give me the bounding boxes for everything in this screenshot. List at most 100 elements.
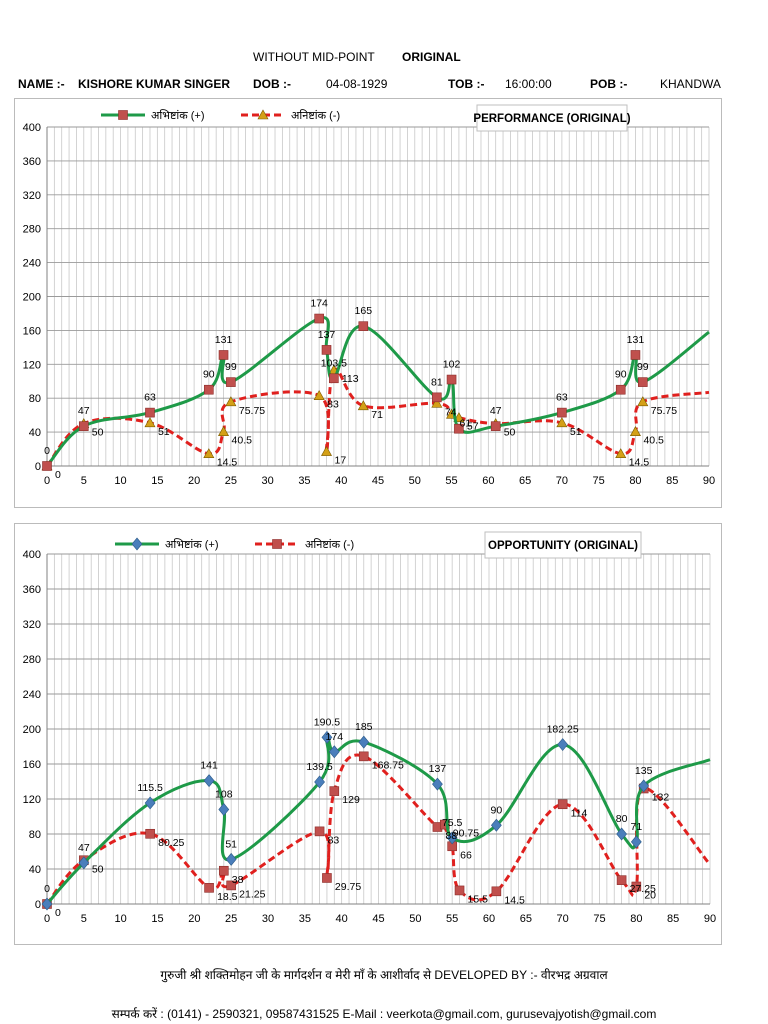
data-label: 131	[627, 334, 645, 346]
x-tick-label: 55	[446, 913, 458, 925]
series-plus-point	[557, 738, 569, 751]
series-plus-point	[358, 321, 369, 331]
y-tick-label: 320	[23, 190, 41, 202]
data-label: 137	[429, 763, 447, 775]
series-plus-point	[328, 745, 340, 759]
series-minus-point	[321, 445, 333, 456]
data-label: 57	[467, 421, 479, 433]
y-tick-label: 280	[23, 654, 41, 666]
data-label: 90	[203, 369, 215, 381]
series-plus-point	[446, 831, 458, 845]
data-label: 141	[200, 760, 218, 772]
variant-label: ORIGINAL	[402, 50, 461, 64]
x-tick-label: 5	[81, 475, 87, 487]
dob-label: DOB :-	[253, 77, 291, 91]
data-label: 51	[225, 838, 237, 850]
data-label: 63	[144, 392, 156, 404]
data-label: 90	[491, 804, 503, 816]
data-label: 75.75	[239, 405, 265, 417]
series-plus-point	[321, 730, 333, 744]
x-tick-label: 45	[372, 475, 384, 487]
series-plus-point	[432, 392, 442, 403]
series-minus-point	[329, 786, 340, 796]
grid	[46, 126, 710, 467]
data-label: 75.5	[442, 817, 463, 829]
series-minus-line	[45, 753, 712, 905]
x-tick-label: 0	[44, 475, 50, 487]
data-label: 71	[630, 821, 642, 833]
x-tick-label: 80	[630, 913, 642, 925]
pob-value: KHANDWA	[660, 77, 721, 91]
data-label: 135	[635, 765, 653, 777]
series-plus-point	[454, 423, 464, 434]
series-plus-point	[144, 796, 156, 810]
y-tick-label: 40	[29, 427, 41, 439]
data-label: 174	[326, 731, 344, 743]
data-label: 50	[92, 863, 104, 875]
series-plus-point	[78, 856, 90, 870]
x-tick-label: 50	[409, 913, 421, 925]
series-plus-point	[490, 421, 501, 431]
data-label: 51	[570, 426, 582, 438]
data-label: 99	[225, 361, 237, 373]
x-tick-label: 90	[703, 475, 715, 487]
series-plus-point	[432, 777, 443, 791]
y-tick-label: 240	[23, 258, 41, 270]
series-minus-point	[615, 448, 627, 459]
series-plus-point	[203, 774, 215, 788]
series-minus-point	[439, 819, 450, 830]
series-plus-point	[630, 350, 641, 360]
data-label: 102	[443, 359, 461, 371]
data-label: 0	[55, 907, 61, 919]
series-minus-point	[204, 883, 214, 893]
series-plus-point	[204, 384, 214, 395]
data-label: 83	[327, 399, 339, 411]
data-label: 90	[615, 369, 627, 381]
data-label: 137	[318, 329, 336, 341]
series-plus-point	[218, 350, 229, 360]
series-minus-point	[431, 397, 443, 408]
y-tick-label: 0	[35, 899, 41, 911]
series-minus-point	[225, 396, 237, 407]
y-tick-label: 360	[23, 156, 41, 168]
legend-plus-marker	[131, 537, 143, 551]
y-tick-label: 40	[29, 864, 41, 876]
chart-title-box	[476, 104, 628, 132]
y-tick-label: 120	[23, 359, 41, 371]
legend-minus-marker	[257, 109, 269, 120]
series-plus-point	[145, 407, 155, 418]
data-label: 51	[158, 426, 170, 438]
y-tick-label: 160	[23, 325, 41, 337]
data-label: 81	[431, 376, 443, 388]
series-plus-point	[637, 377, 648, 387]
performance-chart: 0 40 80 120 160 200 240 280 320 360 400 0 5 10 15 20 25 3…	[14, 98, 722, 508]
series-plus-point	[630, 835, 642, 849]
series-plus-point	[616, 827, 627, 841]
legend-minus-label: अनिष्टांक (-)	[305, 538, 354, 551]
data-label: 47	[78, 842, 90, 854]
series-plus-point	[314, 313, 324, 324]
data-label: 50	[92, 427, 104, 439]
data-label: 50	[504, 427, 516, 439]
data-label: 0	[44, 445, 50, 457]
series-minus-point	[357, 400, 369, 411]
data-label: 114	[571, 807, 588, 819]
series-minus-point	[226, 880, 236, 891]
series-plus-point	[321, 345, 332, 355]
data-label: 63	[556, 392, 568, 404]
x-tick-label: 90	[704, 913, 716, 925]
data-label: 132	[652, 792, 670, 804]
data-label: 131	[215, 334, 233, 346]
data-label: 61	[460, 417, 472, 429]
x-tick-label: 60	[482, 475, 494, 487]
data-label: 165	[355, 305, 373, 317]
series-plus-point	[638, 779, 650, 793]
legend-plus-label: अभिष्टांक (+)	[165, 538, 219, 551]
x-tick-label: 85	[666, 475, 678, 487]
data-label: 75.75	[651, 405, 677, 417]
y-tick-label: 400	[23, 122, 41, 134]
x-tick-label: 70	[556, 475, 568, 487]
data-label: 20	[644, 890, 656, 902]
x-tick-label: 35	[299, 913, 311, 925]
